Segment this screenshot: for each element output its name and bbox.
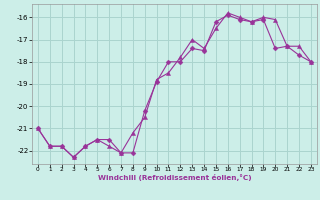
X-axis label: Windchill (Refroidissement éolien,°C): Windchill (Refroidissement éolien,°C)	[98, 174, 251, 181]
